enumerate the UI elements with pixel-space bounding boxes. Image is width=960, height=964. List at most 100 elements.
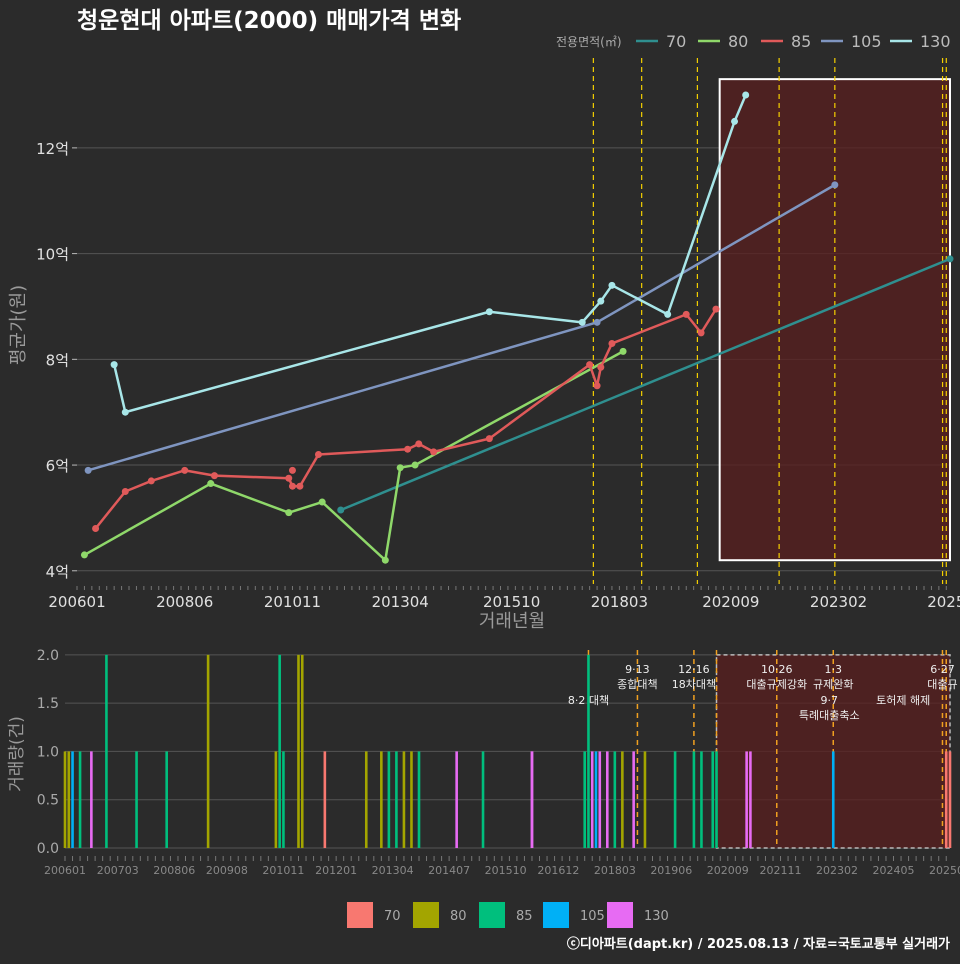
x-tick-label: 202302 [810, 593, 867, 611]
y-axis-title-bottom: 거래량(건) [7, 716, 27, 792]
x-tick-label: 201407 [428, 864, 470, 877]
policy-annotation: 9·13 [625, 663, 650, 676]
policy-annotation: 1·3 [825, 663, 843, 676]
data-point-85 [682, 310, 690, 318]
data-point-85 [147, 477, 155, 485]
data-point-130 [121, 408, 129, 416]
data-point-85 [314, 450, 322, 458]
bar-80 [643, 751, 647, 848]
bar-85 [282, 751, 285, 848]
x-tick-label: 202302 [816, 864, 858, 877]
bar-85 [135, 751, 138, 848]
data-point-70 [337, 506, 345, 514]
series-line-70 [339, 257, 952, 512]
volume-panel: 0.0 0.5 1.0 1.5 2.0 8·2 대책 9·13 종합대책 12·16 18차대책 1… [37, 648, 960, 877]
policy-annotation: 규제완화 [813, 678, 853, 691]
data-point-130 [731, 117, 739, 125]
bar-85 [105, 654, 108, 848]
legend-label-105: 105 [580, 909, 605, 924]
bar-130 [590, 751, 594, 848]
legend-label-105: 105 [851, 32, 882, 51]
bar-70 [948, 751, 952, 848]
policy-annotation: 대출규제강화 [746, 678, 807, 691]
policy-annotation: 특례대출축소 [799, 709, 860, 722]
legend-key-70 [347, 902, 373, 928]
x-tick-label: 201510 [485, 864, 527, 877]
data-point-85 [121, 487, 129, 495]
x-tick-label: 201906 [650, 864, 692, 877]
x-tick-label: 202508 [929, 864, 960, 877]
x-tick-label: 200703 [97, 864, 139, 877]
bar-105 [71, 751, 74, 848]
legend-label-70: 70 [384, 909, 401, 924]
footer-credit: ⓒ디아파트(dapt.kr) / 2025.08.13 / 자료=국토교통부 실… [567, 936, 950, 952]
policy-annotation: 토허제 해제 [876, 693, 930, 707]
data-point-130 [578, 318, 586, 326]
bar-80 [364, 751, 368, 848]
bar-80 [206, 654, 210, 848]
x-tick-label: 201304 [372, 593, 429, 611]
data-point-85 [697, 329, 705, 337]
x-tick-label: 201803 [591, 593, 648, 611]
bar-80 [621, 751, 624, 848]
policy-annotation: 9·7 [821, 694, 839, 707]
y-tick-label: 0.0 [37, 841, 59, 857]
y-tick-label: 6억 [46, 457, 69, 475]
legend-key-80 [413, 902, 439, 928]
legend-label-80: 80 [728, 32, 748, 51]
y-tick-label: 12억 [36, 140, 69, 158]
data-point-85 [712, 305, 720, 313]
data-point-85 [597, 363, 605, 371]
bar-80 [297, 654, 300, 848]
data-point-80 [80, 551, 88, 559]
bar-130 [598, 751, 602, 848]
x-tick-label: 200806 [156, 593, 213, 611]
bar-85 [700, 751, 703, 848]
data-point-130 [110, 361, 118, 369]
bar-130 [745, 751, 748, 848]
legend-label-70: 70 [666, 32, 686, 51]
y-tick-label: 1.0 [37, 744, 59, 760]
legend-label-85: 85 [516, 909, 533, 924]
bar-130 [632, 751, 635, 848]
bar-85 [387, 751, 391, 848]
chart-title: 청운현대 아파트(2000) 매매가격 변화 [77, 8, 461, 34]
data-point-80 [381, 556, 389, 564]
data-point-105 [831, 181, 839, 189]
data-point-80 [619, 347, 627, 355]
legend-top: 전용면적(㎡) 70 80 85 105 130 [556, 32, 951, 51]
policy-annotation: 12·16 [678, 663, 710, 676]
bar-85 [481, 751, 485, 848]
data-point-85 [593, 382, 601, 390]
bar-130 [90, 751, 93, 848]
policy-annotation: 대출규 [927, 678, 957, 691]
data-point-80 [318, 498, 326, 506]
data-point-85 [181, 466, 189, 474]
data-point-85 [92, 524, 100, 532]
bar-85 [711, 751, 715, 848]
y-tick-label: 2.0 [37, 648, 59, 664]
series-line-85 [94, 307, 718, 530]
x-tick-label: 201201 [315, 864, 357, 877]
legend-label-85: 85 [791, 32, 811, 51]
legend-label-130: 130 [920, 32, 951, 51]
bar-130 [749, 751, 752, 848]
data-point-130 [485, 308, 493, 316]
bar-80 [380, 751, 383, 848]
data-point-80 [207, 480, 215, 488]
x-tick-label: 202009 [702, 593, 759, 611]
data-point-105 [84, 466, 92, 474]
data-point-80 [396, 464, 404, 472]
legend-key-130 [607, 902, 633, 928]
data-point-85 [430, 448, 438, 456]
y-tick-label: 0.5 [37, 793, 59, 809]
bar-130 [605, 751, 609, 848]
data-point-130 [742, 91, 750, 99]
x-tick-label: 201304 [372, 864, 414, 877]
bar-70 [944, 751, 948, 848]
policy-annotation: 종합대책 [617, 678, 657, 691]
bar-105 [594, 751, 598, 848]
data-point-85 [586, 361, 594, 369]
bar-85 [395, 751, 398, 848]
